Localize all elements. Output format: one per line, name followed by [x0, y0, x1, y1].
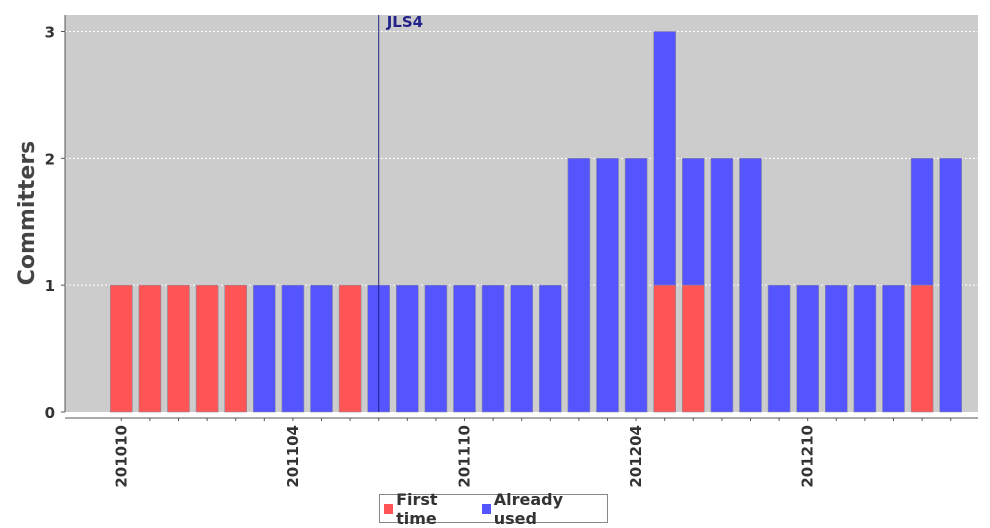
x-tick-label: 201010 — [112, 425, 130, 488]
x-tick-label: 201204 — [627, 425, 645, 488]
bar-segment — [167, 284, 190, 413]
legend-swatch — [481, 503, 491, 514]
bar-segment — [253, 284, 276, 413]
bars — [110, 31, 963, 413]
y-tick-label: 2 — [45, 150, 55, 168]
bar-segment — [681, 284, 705, 413]
markers: JLS4 — [378, 13, 423, 412]
bar-segment — [681, 158, 705, 286]
bar-segment — [739, 158, 762, 413]
y-tick-label: 3 — [45, 23, 55, 41]
y-axis-title: Committers — [15, 141, 40, 286]
bar-segment — [853, 284, 877, 413]
bar-segment — [596, 158, 619, 413]
x-tick-label: 201210 — [799, 425, 817, 488]
legend-item: Already used — [481, 489, 601, 528]
bar-segment — [338, 284, 362, 413]
legend-item: First time — [384, 490, 476, 528]
bar-segment — [710, 158, 734, 413]
bar-segment — [824, 284, 848, 413]
bar-segment — [195, 284, 219, 413]
bar-segment — [424, 284, 448, 413]
bar-segment — [624, 158, 648, 413]
x-tick-label: 201104 — [284, 425, 302, 488]
bar-segment — [567, 158, 591, 413]
legend-label: Already used — [493, 489, 564, 528]
bar-segment — [796, 284, 820, 413]
bar-segment — [882, 284, 905, 413]
y-tick-label: 1 — [45, 277, 55, 295]
bar-segment — [224, 284, 247, 413]
bar-segment — [395, 284, 419, 413]
legend-swatch — [384, 503, 394, 514]
bar-segment — [138, 284, 162, 413]
bar-segment — [481, 284, 505, 413]
bar-segment — [510, 284, 534, 413]
legend: First time Already used — [379, 490, 608, 528]
bar-segment — [910, 284, 934, 413]
bar-segment — [110, 284, 133, 413]
bar-segment — [281, 284, 305, 413]
x-tick-label: 201110 — [456, 425, 474, 488]
bar-segment — [653, 284, 677, 413]
bar-segment — [653, 31, 677, 286]
legend-label: First time — [396, 489, 438, 528]
bar-segment — [453, 284, 476, 413]
axes: 0 1 2 3 201010 201104 201110 201204 201210 — [45, 15, 978, 488]
y-tick-label: 0 — [45, 404, 55, 422]
bar-segment — [910, 158, 934, 286]
bar-segment — [939, 158, 963, 413]
release-marker-label: JLS4 — [386, 13, 423, 31]
bar-segment — [538, 284, 562, 413]
bar-segment — [767, 284, 791, 413]
bar-segment — [310, 284, 333, 413]
